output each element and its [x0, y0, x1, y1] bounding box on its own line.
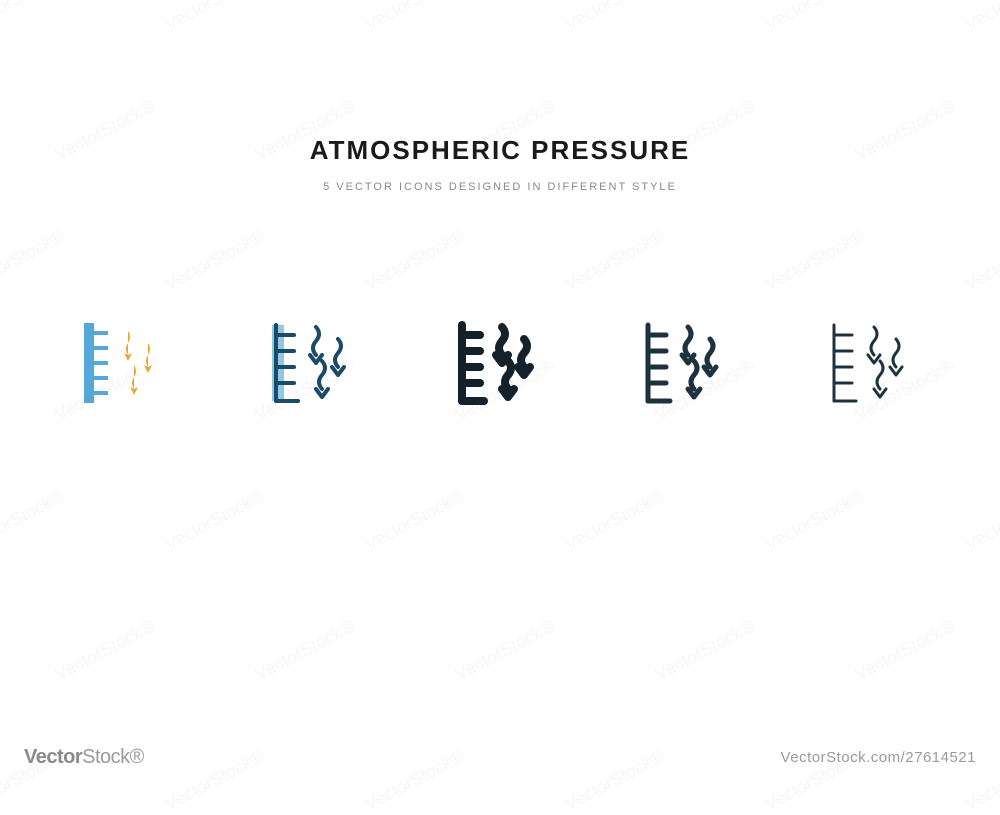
atmospheric-pressure-medium-icon	[626, 303, 746, 423]
footer-brand: VectorStock®	[24, 746, 144, 769]
page-subtitle: 5 VECTOR ICONS DESIGNED IN DIFFERENT STY…	[0, 181, 1000, 193]
footer-brand-prefix: Vector	[24, 746, 82, 768]
page-title: ATMOSPHERIC PRESSURE	[0, 135, 1000, 166]
atmospheric-pressure-flat-icon	[68, 303, 188, 423]
footer-brand-suffix: Stock®	[82, 746, 144, 768]
header: ATMOSPHERIC PRESSURE 5 VECTOR ICONS DESI…	[0, 0, 1000, 193]
footer: VectorStock® VectorStock.com/27614521	[0, 734, 1000, 780]
atmospheric-pressure-bold-icon	[440, 303, 560, 423]
atmospheric-pressure-two-tone-icon	[254, 303, 374, 423]
atmospheric-pressure-thin-icon	[812, 303, 932, 423]
icons-row	[0, 303, 1000, 423]
footer-attribution: VectorStock.com/27614521	[781, 749, 976, 766]
